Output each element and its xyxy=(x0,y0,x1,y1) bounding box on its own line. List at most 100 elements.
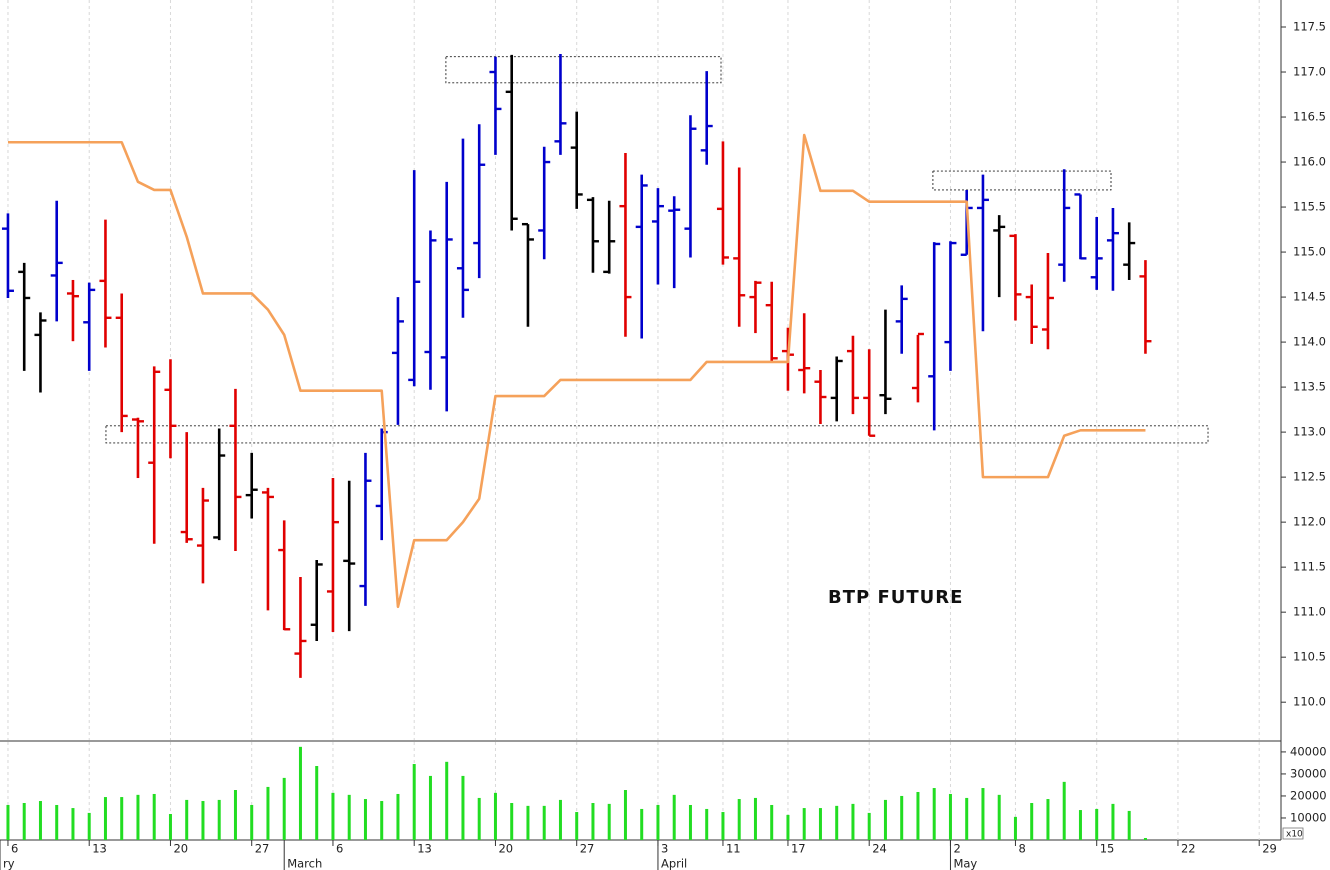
volume-bar xyxy=(282,777,286,840)
y-tick-label: 112.0 xyxy=(1293,515,1326,529)
volume-bar xyxy=(136,794,140,840)
volume-bar xyxy=(185,799,189,840)
x-tick-label: March xyxy=(287,857,322,870)
volume-bar xyxy=(1127,810,1131,840)
volume-bar xyxy=(250,804,254,840)
x-tick-label: 6 xyxy=(11,842,18,856)
volume-bar xyxy=(965,797,969,840)
volume-bar xyxy=(770,804,774,840)
volume-bar xyxy=(152,793,156,840)
volume-bar xyxy=(363,799,367,840)
volume-bar xyxy=(201,801,205,840)
y-tick-label: 110.0 xyxy=(1293,695,1326,709)
y-tick-label: 116.0 xyxy=(1293,155,1326,169)
volume-bar xyxy=(87,812,91,840)
volume-bar xyxy=(753,797,757,840)
volume-bar xyxy=(396,793,400,840)
volume-bar xyxy=(380,801,384,840)
y-tick-label: 20000 xyxy=(1290,788,1327,802)
chart-title: BTP FUTURE xyxy=(828,587,963,608)
volume-bar xyxy=(331,792,335,840)
y-tick-label: 30000 xyxy=(1290,766,1327,780)
volume-bar xyxy=(445,761,449,840)
volume-bar xyxy=(688,804,692,840)
y-tick-label: 110.5 xyxy=(1293,650,1326,664)
x-tick-label: 20 xyxy=(498,842,513,856)
volume-bar xyxy=(883,799,887,840)
x-tick-label: 13 xyxy=(417,842,432,856)
volume-bar xyxy=(737,799,741,840)
volume-bar xyxy=(22,803,26,840)
volume-bar xyxy=(672,794,676,840)
volume-bar xyxy=(120,797,124,840)
y-tick-label: 111.5 xyxy=(1293,560,1326,574)
x-tick-label: 20 xyxy=(173,842,188,856)
volume-bar xyxy=(1078,810,1082,840)
x-tick-label: 27 xyxy=(255,842,270,856)
x-tick-label: 24 xyxy=(872,842,887,856)
volume-bar xyxy=(786,814,790,840)
x-tick-label: 8 xyxy=(1018,842,1025,856)
y-tick-label: 113.5 xyxy=(1293,380,1326,394)
volume-bar xyxy=(38,801,42,840)
volume-bar xyxy=(461,775,465,840)
volume-bar xyxy=(591,803,595,840)
volume-bar xyxy=(1013,816,1017,840)
volume-bar xyxy=(526,805,530,840)
volume-bar xyxy=(705,808,709,840)
volume-bar xyxy=(997,794,1001,840)
volume-bar xyxy=(298,746,302,840)
volume-bar xyxy=(851,803,855,840)
x-tick-label: 27 xyxy=(580,842,595,856)
volume-bar xyxy=(233,790,237,840)
x-tick-label: 29 xyxy=(1262,842,1277,856)
x-tick-label: 3 xyxy=(661,842,668,856)
volume-bar xyxy=(981,788,985,840)
volume-bar xyxy=(867,812,871,840)
volume-bar xyxy=(1095,808,1099,840)
y-tick-label: 117.5 xyxy=(1293,20,1326,34)
x-tick-label: 13 xyxy=(92,842,107,856)
volume-bar xyxy=(1062,781,1066,840)
y-tick-label: 113.0 xyxy=(1293,425,1326,439)
y-tick-label: 40000 xyxy=(1290,744,1327,758)
annotation-box xyxy=(105,425,1209,444)
volume-bar xyxy=(1030,803,1034,840)
volume-bar xyxy=(1143,838,1147,840)
y-tick-label: 116.5 xyxy=(1293,110,1326,124)
indicator-line xyxy=(7,133,1146,609)
volume-bar xyxy=(1111,803,1115,840)
y-tick-label: 115.5 xyxy=(1293,200,1326,214)
x-tick-label: 11 xyxy=(726,842,741,856)
volume-bar xyxy=(558,799,562,840)
volume-bar xyxy=(493,792,497,840)
volume-bar xyxy=(575,812,579,840)
x-tick-label: 15 xyxy=(1100,842,1115,856)
volume-bar xyxy=(607,803,611,840)
volume-bar xyxy=(168,814,172,840)
volume-bar xyxy=(1046,799,1050,840)
volume-bar xyxy=(347,794,351,840)
volume-bar xyxy=(932,788,936,840)
volume-bar xyxy=(477,797,481,840)
volume-bar xyxy=(802,808,806,840)
y-tick-label: 10000 xyxy=(1290,810,1327,824)
annotation-box xyxy=(932,170,1112,191)
volume-bar xyxy=(217,799,221,840)
volume-bar xyxy=(835,805,839,840)
volume-bar xyxy=(623,790,627,840)
volume-bar xyxy=(510,803,514,840)
x-tick-label: ry xyxy=(3,857,15,870)
volume-bar xyxy=(55,804,59,840)
x-tick-label: 17 xyxy=(791,842,806,856)
x-tick-label: 6 xyxy=(336,842,343,856)
x-tick-label: 2 xyxy=(953,842,960,856)
volume-bar xyxy=(71,808,75,840)
volume-bar xyxy=(266,786,270,840)
annotation-box xyxy=(445,56,722,84)
volume-bar xyxy=(948,793,952,840)
y-tick-label: 114.5 xyxy=(1293,290,1326,304)
y-tick-label: 117.0 xyxy=(1293,65,1326,79)
